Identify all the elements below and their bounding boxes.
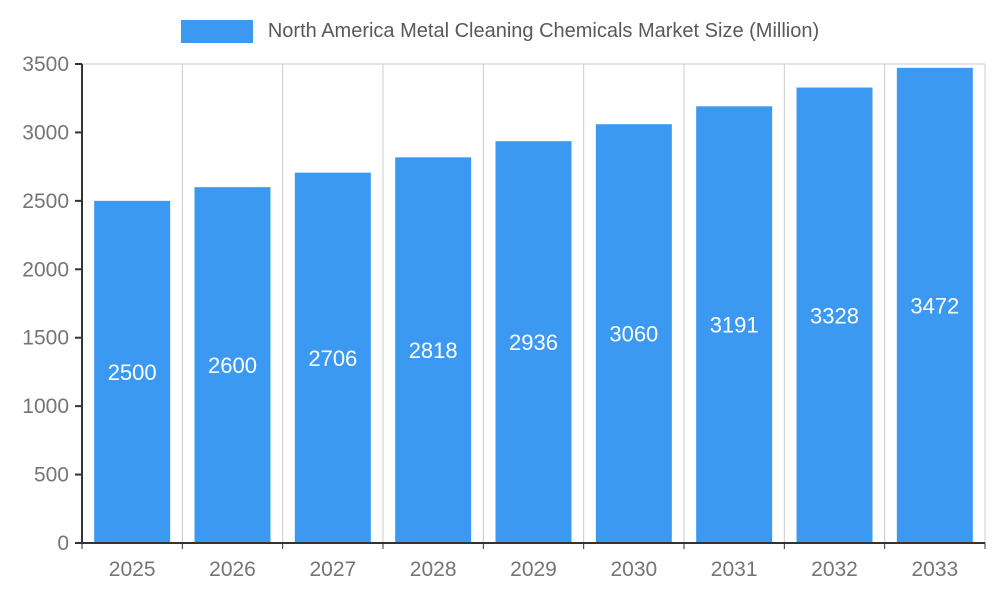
bar-value-label: 2706 (308, 346, 357, 371)
x-axis-label: 2030 (610, 558, 657, 581)
bar-value-label: 3472 (910, 293, 959, 318)
bar-value-label: 3191 (710, 313, 759, 338)
bar (796, 87, 873, 543)
bar-value-label: 2818 (409, 338, 458, 363)
x-axis-label: 2031 (711, 558, 758, 581)
y-axis-label: 2500 (22, 190, 69, 213)
bar-value-label: 3328 (810, 303, 859, 328)
x-axis-label: 2028 (410, 558, 457, 581)
y-axis-label: 3000 (22, 121, 69, 144)
bar (194, 187, 271, 543)
y-axis-label: 500 (34, 464, 69, 487)
bar-value-label: 2936 (509, 330, 558, 355)
x-axis-label: 2029 (510, 558, 557, 581)
bar (696, 106, 773, 544)
x-axis-label: 2027 (309, 558, 356, 581)
bar-value-label: 2600 (208, 353, 257, 378)
x-axis-label: 2032 (811, 558, 858, 581)
bar (294, 172, 371, 544)
bar (395, 157, 472, 543)
x-axis-label: 2026 (209, 558, 256, 581)
y-axis-label: 3500 (22, 53, 69, 76)
bar-value-label: 2500 (108, 360, 157, 385)
bar-value-label: 3060 (609, 322, 658, 347)
y-axis-label: 1000 (22, 395, 69, 418)
y-axis-label: 2000 (22, 258, 69, 281)
bar (896, 67, 973, 543)
bar (94, 200, 171, 543)
legend: North America Metal Cleaning Chemicals M… (0, 16, 1000, 46)
chart-title: North America Metal Cleaning Chemicals M… (267, 19, 820, 42)
bar (495, 141, 572, 543)
y-axis-label: 1500 (22, 327, 69, 350)
x-axis-label: 2033 (911, 558, 958, 581)
y-axis-label: 0 (57, 532, 69, 555)
x-axis-label: 2025 (109, 558, 156, 581)
bar (595, 124, 672, 544)
legend-swatch-icon (180, 19, 253, 43)
